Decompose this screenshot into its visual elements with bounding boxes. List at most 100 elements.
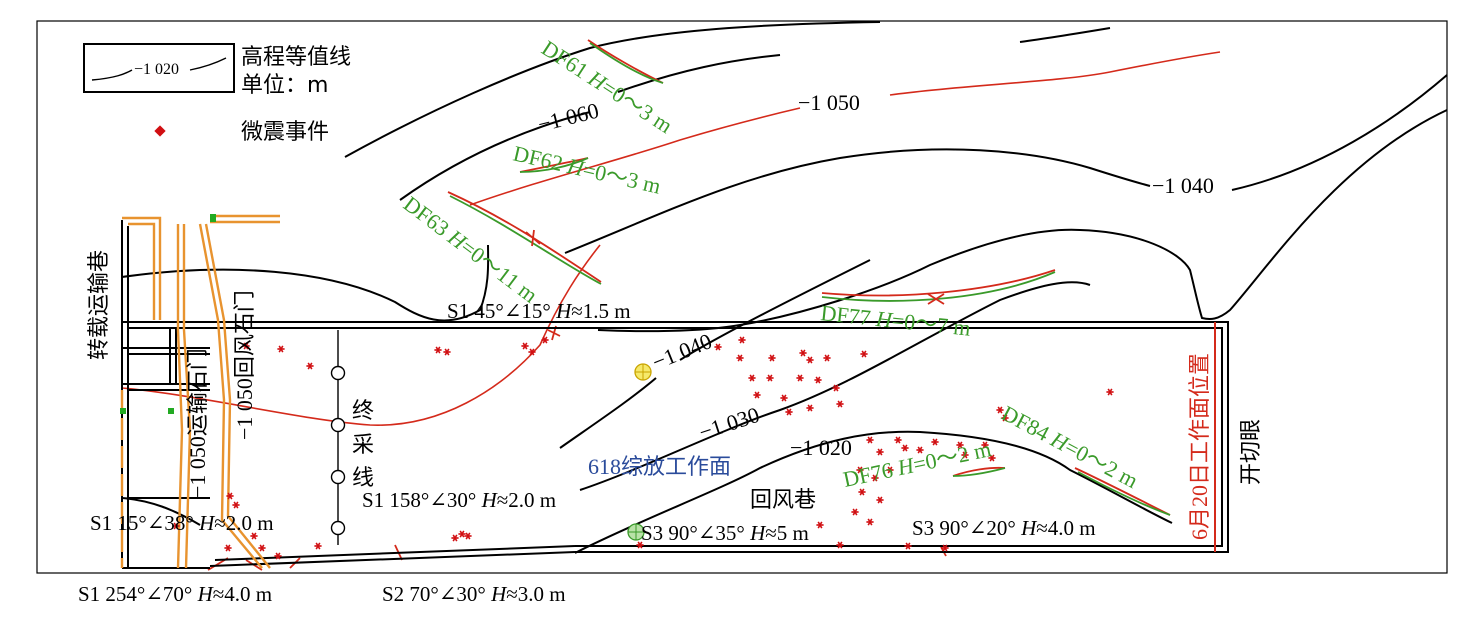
legend-contour-box <box>83 43 235 93</box>
fault-label-df76: DF76 H=0～2 m <box>841 436 993 492</box>
fault-df84-green <box>1077 471 1171 516</box>
microseismic-event <box>306 362 314 370</box>
contour-1020 <box>574 430 1173 554</box>
microseismic-event <box>1001 414 1009 422</box>
contour-labels: −1 060 −1 050 −1 040 −1 040 −1 030 −1 02… <box>535 90 1214 460</box>
legend-contour-title: 高程等值线 <box>241 45 351 70</box>
microseismic-event <box>876 448 884 456</box>
microseismic-event <box>981 441 989 449</box>
microseismic-event <box>916 446 924 454</box>
microseismic-event <box>806 356 814 364</box>
microseismic-event <box>856 466 864 474</box>
microseismic-event <box>458 530 466 538</box>
contour-1040-top <box>564 148 1151 254</box>
microseismic-event <box>814 376 822 384</box>
microseismic-event <box>768 354 776 362</box>
fault-df77-green <box>821 271 1056 302</box>
microseismic-event <box>434 346 442 354</box>
fault-df62-red <box>519 157 589 173</box>
label-stop-line-1: 终 <box>352 398 374 423</box>
microseismic-event <box>748 374 756 382</box>
microseismic-event <box>314 542 322 550</box>
red-contour-lines <box>121 51 1221 426</box>
fault-label-df77: DF77 H=0～7 m <box>819 300 971 341</box>
structure-annotations: S1 45°∠15° H≈1.5 m S1 158°∠30° H≈2.0 m S… <box>78 299 1096 606</box>
microseismic-event <box>823 354 831 362</box>
fault-df61-red <box>587 39 664 84</box>
microseismic-event <box>931 438 939 446</box>
microseismic-event <box>785 408 793 416</box>
fault-label-df63: DF63 H=0～11 m <box>399 191 542 308</box>
microseismic-event <box>274 552 282 560</box>
orange-return-b <box>204 223 271 569</box>
workface-outer-upper <box>210 321 1229 553</box>
red-contour-mid <box>469 107 801 206</box>
microseismic-event <box>541 336 549 344</box>
stop-line-circle <box>330 417 346 433</box>
annotation-s1-45: S1 45°∠15° H≈1.5 m <box>447 299 631 323</box>
annotation-s1-15: S1 15°∠38° H≈2.0 m <box>90 511 274 535</box>
microseismic-event <box>832 384 840 392</box>
orange-roadways <box>120 214 280 569</box>
red-contour-1050 <box>889 51 1221 96</box>
microseismic-event <box>250 532 258 540</box>
microseismic-event <box>866 518 874 526</box>
fault-df77-cross <box>927 293 945 305</box>
orange-transfer-b <box>128 222 156 320</box>
microseismic-event <box>851 508 859 516</box>
microseismic-events <box>172 336 1114 560</box>
contour-label-1040-top: −1 040 <box>1152 173 1214 198</box>
annotation-s2-70: S2 70°∠30° H≈3.0 m <box>382 582 566 606</box>
marker-3 <box>210 214 216 222</box>
contour-1030 <box>579 281 1091 491</box>
workface-bottom-outer <box>209 551 576 567</box>
workface-bottom-inner <box>214 545 576 561</box>
fault-df63-cross <box>525 229 541 247</box>
contour-1070 <box>344 21 881 158</box>
label-stop-line-3: 线 <box>352 465 374 490</box>
label-june20-face: 6月20日工作面位置 <box>1187 353 1212 540</box>
contour-label-1050: −1 050 <box>798 90 860 115</box>
contour-1040-right <box>597 109 1448 333</box>
microseismic-event <box>780 394 788 402</box>
orange-return-a <box>198 223 263 569</box>
red-contour-low <box>121 244 601 426</box>
workface-inner-upper <box>210 327 1223 547</box>
legend-event-symbol <box>154 125 166 137</box>
workface-outline <box>209 321 1229 567</box>
stop-mining-line <box>330 330 346 545</box>
microseismic-event <box>443 348 451 356</box>
microseismic-event <box>901 444 909 452</box>
microseismic-event <box>836 541 844 549</box>
microseismic-event <box>866 436 874 444</box>
fault-df77-red <box>821 269 1056 297</box>
microseismic-event <box>904 542 912 550</box>
annotation-s3-90-20: S3 90°∠20° H≈4.0 m <box>912 516 1096 540</box>
contour-1060-right <box>1019 27 1111 43</box>
microseismic-event <box>753 391 761 399</box>
microseismic-event <box>242 342 250 350</box>
orange-transfer-a <box>122 216 162 320</box>
microseismic-event <box>451 534 459 542</box>
contour-label-1020: −1 020 <box>790 435 852 460</box>
microseismic-event <box>988 454 996 462</box>
legend-event-label: 微震事件 <box>241 120 329 145</box>
microseismic-event <box>766 374 774 382</box>
survey-markers <box>120 214 216 414</box>
microseismic-event <box>956 441 964 449</box>
microseismic-event <box>528 348 536 356</box>
fault-labels: DF61 H=0～3 m DF62 H=0～3 m DF63 H=0～11 m … <box>399 35 1142 493</box>
legend-contour-sample: −1 020 <box>134 61 179 78</box>
contour-1040-left <box>121 244 490 322</box>
microseismic-event <box>1106 388 1114 396</box>
microseismic-event <box>886 466 894 474</box>
microseismic-event <box>714 343 722 351</box>
microseismic-event <box>941 544 949 552</box>
marker-2 <box>168 408 174 414</box>
microseismic-event <box>806 404 814 412</box>
legend: −1 020 高程等值线 单位：m 微震事件 <box>83 43 351 145</box>
microseismic-event <box>224 544 232 552</box>
contour-label-1060: −1 060 <box>535 98 601 137</box>
fault-df61-green <box>589 42 664 84</box>
